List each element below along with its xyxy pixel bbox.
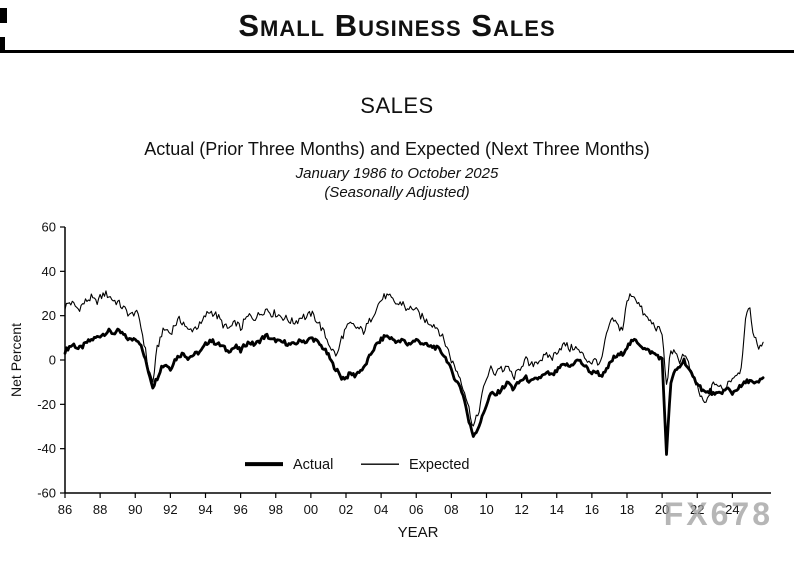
x-tick-label: 00 bbox=[304, 502, 318, 517]
chart-title: SALES bbox=[360, 93, 434, 118]
chart-subtitle: Actual (Prior Three Months) and Expected… bbox=[144, 139, 650, 159]
y-tick-label: -60 bbox=[37, 486, 56, 501]
scan-artifact-mark-lower bbox=[0, 37, 5, 50]
scan-artifact-mark-top bbox=[0, 8, 7, 23]
watermark: FX678 bbox=[664, 496, 773, 532]
x-axis-title: YEAR bbox=[398, 524, 439, 541]
x-tick-label: 06 bbox=[409, 502, 423, 517]
y-tick-label: 20 bbox=[42, 308, 56, 323]
chart-block: SALES Actual (Prior Three Months) and Ex… bbox=[0, 93, 794, 543]
x-tick-label: 14 bbox=[550, 502, 564, 517]
legend-expected-label: Expected bbox=[409, 457, 469, 473]
x-tick-label: 90 bbox=[128, 502, 142, 517]
x-tick-label: 12 bbox=[514, 502, 528, 517]
x-tick-label: 04 bbox=[374, 502, 388, 517]
x-tick-label: 98 bbox=[269, 502, 283, 517]
x-tick-label: 16 bbox=[585, 502, 599, 517]
legend-actual-label: Actual bbox=[293, 457, 333, 473]
x-tick-label: 86 bbox=[58, 502, 72, 517]
x-tick-label: 08 bbox=[444, 502, 458, 517]
x-tick-label: 24 bbox=[725, 502, 739, 517]
y-tick-label: 40 bbox=[42, 264, 56, 279]
x-tick-label: 96 bbox=[233, 502, 247, 517]
x-tick-label: 88 bbox=[93, 502, 107, 517]
x-tick-label: 20 bbox=[655, 502, 669, 517]
page-title: Small Business Sales bbox=[238, 8, 556, 43]
chart-date-range: January 1986 to October 2025 bbox=[295, 165, 499, 182]
title-divider bbox=[0, 50, 794, 53]
x-tick-label: 92 bbox=[163, 502, 177, 517]
x-tick-label: 10 bbox=[479, 502, 493, 517]
y-tick-label: -40 bbox=[37, 441, 56, 456]
series-expected bbox=[64, 290, 764, 427]
y-tick-label: 60 bbox=[42, 220, 56, 235]
y-axis-title: Net Percent bbox=[8, 323, 24, 397]
y-tick-label: 0 bbox=[49, 353, 56, 368]
x-tick-label: 18 bbox=[620, 502, 634, 517]
chart-adjustment-note: (Seasonally Adjusted) bbox=[324, 184, 470, 201]
page: Small Business Sales SALES Actual (Prior… bbox=[0, 8, 794, 579]
x-tick-label: 02 bbox=[339, 502, 353, 517]
y-tick-label: -20 bbox=[37, 397, 56, 412]
series-actual bbox=[63, 327, 765, 456]
x-tick-label: 22 bbox=[690, 502, 704, 517]
x-tick-label: 94 bbox=[198, 502, 212, 517]
